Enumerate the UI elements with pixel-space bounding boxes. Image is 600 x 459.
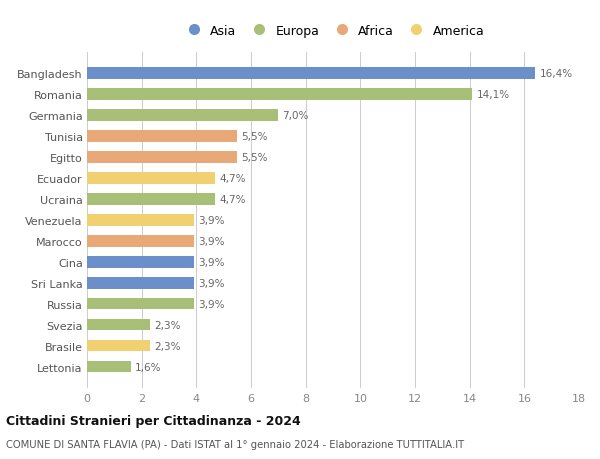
Legend: Asia, Europa, Africa, America: Asia, Europa, Africa, America	[179, 22, 487, 40]
Bar	[87, 110, 278, 121]
Text: 5,5%: 5,5%	[241, 132, 268, 141]
Text: 3,9%: 3,9%	[198, 299, 224, 309]
Text: 2,3%: 2,3%	[154, 341, 181, 351]
Text: 14,1%: 14,1%	[476, 90, 509, 100]
Text: 4,7%: 4,7%	[220, 174, 246, 184]
Text: 5,5%: 5,5%	[241, 152, 268, 162]
Text: COMUNE DI SANTA FLAVIA (PA) - Dati ISTAT al 1° gennaio 2024 - Elaborazione TUTTI: COMUNE DI SANTA FLAVIA (PA) - Dati ISTAT…	[6, 440, 464, 449]
Bar	[87, 194, 215, 205]
Bar	[87, 173, 215, 184]
Bar	[87, 361, 131, 373]
Text: 7,0%: 7,0%	[283, 111, 309, 121]
Bar	[87, 298, 194, 310]
Text: 3,9%: 3,9%	[198, 236, 224, 246]
Text: 3,9%: 3,9%	[198, 215, 224, 225]
Bar	[87, 257, 194, 268]
Bar	[87, 214, 194, 226]
Bar	[87, 319, 150, 331]
Bar	[87, 277, 194, 289]
Text: 2,3%: 2,3%	[154, 320, 181, 330]
Text: 1,6%: 1,6%	[135, 362, 161, 372]
Bar	[87, 152, 238, 163]
Text: Cittadini Stranieri per Cittadinanza - 2024: Cittadini Stranieri per Cittadinanza - 2…	[6, 414, 301, 428]
Bar	[87, 131, 238, 142]
Text: 16,4%: 16,4%	[539, 69, 572, 79]
Bar	[87, 340, 150, 352]
Bar	[87, 89, 472, 101]
Text: 3,9%: 3,9%	[198, 257, 224, 267]
Bar	[87, 68, 535, 79]
Text: 3,9%: 3,9%	[198, 278, 224, 288]
Text: 4,7%: 4,7%	[220, 195, 246, 204]
Bar	[87, 235, 194, 247]
